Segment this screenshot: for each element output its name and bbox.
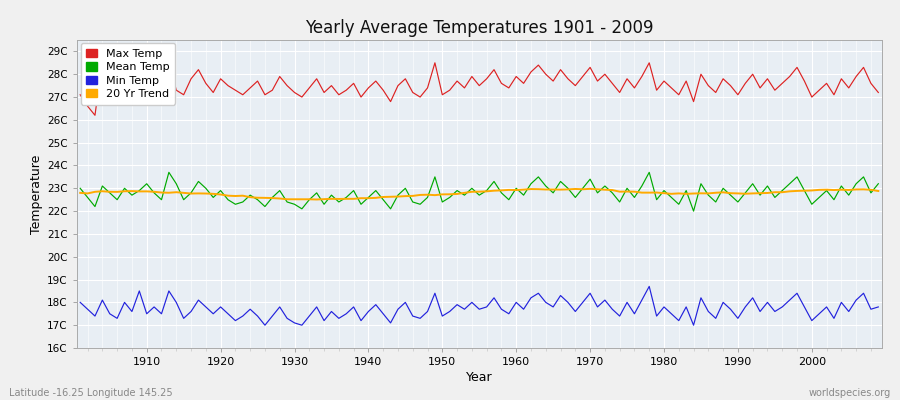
X-axis label: Year: Year [466,371,492,384]
Text: worldspecies.org: worldspecies.org [809,388,891,398]
Y-axis label: Temperature: Temperature [30,154,42,234]
Legend: Max Temp, Mean Temp, Min Temp, 20 Yr Trend: Max Temp, Mean Temp, Min Temp, 20 Yr Tre… [80,43,176,105]
Title: Yearly Average Temperatures 1901 - 2009: Yearly Average Temperatures 1901 - 2009 [305,19,653,37]
Text: Latitude -16.25 Longitude 145.25: Latitude -16.25 Longitude 145.25 [9,388,173,398]
